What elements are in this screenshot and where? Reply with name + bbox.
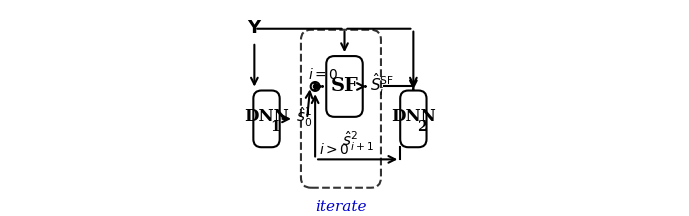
Text: iterate: iterate: [315, 200, 367, 214]
Text: DNN: DNN: [244, 108, 289, 125]
Text: 2: 2: [417, 120, 426, 134]
FancyBboxPatch shape: [327, 56, 362, 117]
Text: 1: 1: [270, 120, 280, 134]
Text: $\hat{s}_{i+1}^2$: $\hat{s}_{i+1}^2$: [342, 130, 373, 153]
Text: $i = 0$: $i = 0$: [308, 67, 339, 82]
Text: $\mathbf{Y}$: $\mathbf{Y}$: [247, 19, 262, 37]
Text: $\hat{s}_0^1$: $\hat{s}_0^1$: [296, 105, 312, 129]
Text: $\hat{S}_i^{\mathrm{SF}}$: $\hat{S}_i^{\mathrm{SF}}$: [370, 71, 394, 98]
FancyBboxPatch shape: [254, 91, 280, 147]
Text: SF: SF: [331, 78, 358, 95]
FancyBboxPatch shape: [400, 91, 426, 147]
Text: $i > 0$: $i > 0$: [319, 142, 350, 157]
Text: DNN: DNN: [391, 108, 435, 125]
